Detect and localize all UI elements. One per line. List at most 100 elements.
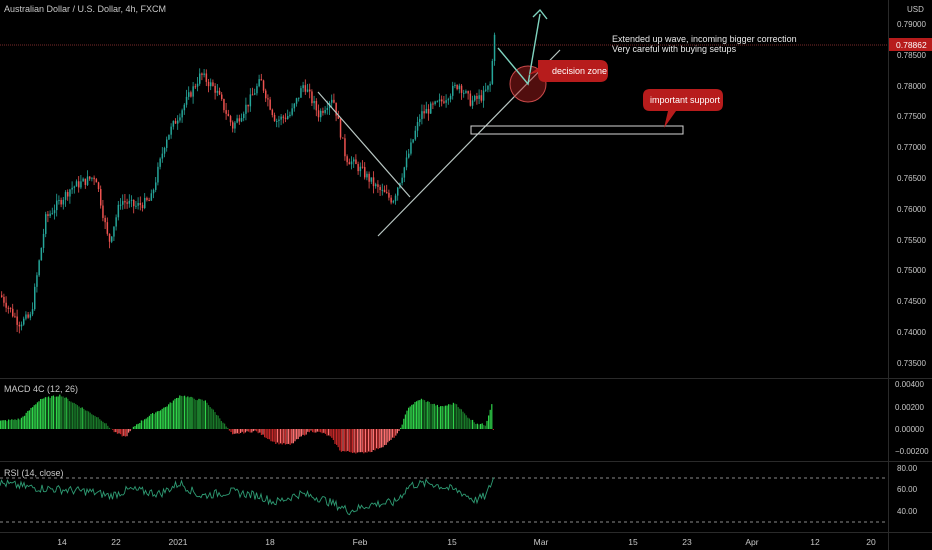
macd-bar [297,429,299,440]
candle-body [91,177,93,179]
macd-bar [403,418,405,429]
candle-body [441,99,443,102]
macd-bar [232,429,234,435]
macd-bar [22,416,24,429]
candle-body [295,98,298,104]
candle-body [194,86,197,88]
macd-bar [224,423,226,429]
macd-bar [83,408,85,429]
candle-body [454,85,456,87]
projection-path[interactable] [497,13,541,86]
macd-bar [267,429,269,440]
macd-bar [427,401,429,429]
uptrend-line[interactable] [377,49,561,237]
candle-body [480,95,483,101]
candle-body [269,99,271,110]
macd-bar [473,422,475,429]
candle-body [73,186,76,188]
macd-bar [428,401,430,429]
candle-body [243,113,245,119]
macd-bar [372,429,374,450]
macd-bar [107,425,109,429]
macd-bar [315,429,317,433]
candle-body [447,99,450,101]
time-axis-label: 12 [810,537,820,547]
macd-bar [81,407,83,429]
important-support-label: important support [650,95,721,105]
candle-body [359,166,362,172]
macd-bar [252,429,254,432]
candle-body [410,142,412,154]
macd-bar [134,426,136,429]
candle-body [75,181,78,187]
macd-bar [408,407,410,429]
price-axis[interactable]: USD 0.79000 0.78500 0.78000 0.77500 0.77000 0… [897,5,926,368]
candle-body [38,260,40,276]
macd-bar [84,410,86,429]
macd-bar [489,409,491,429]
candle-body [262,80,265,91]
macd-bar [432,404,434,429]
candle-body [460,85,463,93]
price-tick-label: 0.78500 [897,51,926,60]
candle-body [97,182,100,190]
candle-body [436,101,439,103]
macd-bar [400,427,402,429]
macd-bar [336,429,338,445]
macd-bar [491,404,493,429]
time-axis-label: Feb [353,537,368,547]
candle-body [256,86,258,94]
macd-bar [444,405,446,429]
candle-body [423,111,425,114]
candle-body [205,73,208,82]
macd-bar [225,426,227,429]
candle-body [20,324,23,327]
candle-body [443,101,445,103]
candle-body [335,102,337,116]
macd-bar [363,429,365,454]
candle-body [84,178,87,185]
macd-bar [374,429,376,451]
macd-bar [345,429,347,452]
macd-bar [121,429,123,437]
price-tick-label: 0.77000 [897,143,926,152]
time-axis[interactable]: 14 22 2021 18 Feb 15 Mar 15 23 Apr 12 20 [57,537,876,547]
candle-body [95,179,98,183]
candle-body [258,79,260,87]
candle-body [337,115,340,119]
macd-bar [203,400,205,429]
macd-bar [91,414,93,429]
candle-body [392,201,395,203]
candle-body [102,205,104,218]
macd-bar [480,423,482,429]
price-pane[interactable] [0,0,888,378]
macd-bar [355,429,357,454]
candle-body [397,187,399,196]
macd-bar [286,429,288,445]
candle-body [416,122,419,131]
macd-tick-label: 0.00400 [895,380,924,389]
macd-bar [356,429,358,453]
candle-body [232,122,234,129]
macd-bar [104,423,106,429]
macd-bar [416,401,418,429]
candle-body [344,138,346,157]
macd-bar [75,404,77,429]
candle-body [141,205,144,209]
candle-body [62,199,65,205]
macd-bar [246,429,248,432]
macd-bar [353,429,355,453]
macd-bar [420,398,422,429]
important-support-callout[interactable] [643,89,723,128]
macd-bar [0,420,2,429]
macd-title: MACD 4C (12, 26) [4,384,78,394]
support-box[interactable] [470,125,684,135]
decision-zone-callout[interactable] [528,60,608,82]
time-axis-label: 20 [866,537,876,547]
macd-pane[interactable]: 0.00400 0.00200 0.00000 −0.00200 [0,380,929,456]
rsi-pane[interactable]: 80.00 60.00 40.00 [0,464,918,523]
rsi-tick-label: 40.00 [897,507,918,516]
candle-body [353,159,355,162]
downtrend-line[interactable] [317,91,411,198]
